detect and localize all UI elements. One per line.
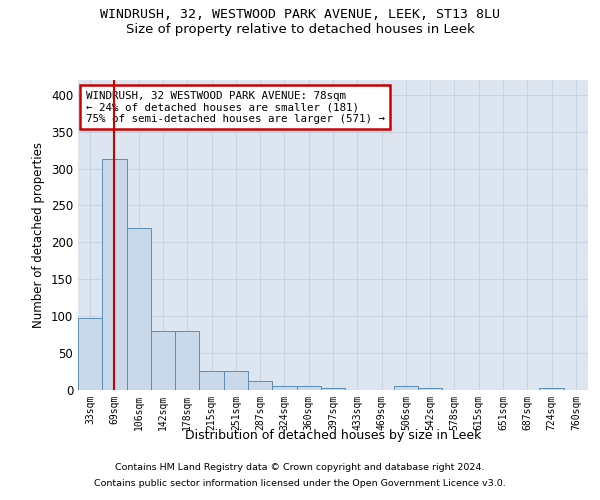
Bar (151, 331, 175, 390)
Y-axis label: Number of detached properties: Number of detached properties (32, 142, 46, 328)
Bar (78, 318, 102, 390)
Bar (175, 331, 199, 390)
Bar (199, 371, 224, 390)
Bar (296, 386, 321, 390)
Bar (418, 388, 442, 390)
Text: Contains public sector information licensed under the Open Government Licence v3: Contains public sector information licen… (94, 478, 506, 488)
Bar (539, 388, 564, 390)
Bar (321, 388, 345, 390)
Text: Distribution of detached houses by size in Leek: Distribution of detached houses by size … (185, 428, 481, 442)
Bar (394, 386, 418, 390)
Bar (127, 228, 151, 390)
Text: Contains HM Land Registry data © Crown copyright and database right 2024.: Contains HM Land Registry data © Crown c… (115, 464, 485, 472)
Bar (248, 381, 272, 390)
Text: Size of property relative to detached houses in Leek: Size of property relative to detached ho… (125, 22, 475, 36)
Bar (224, 371, 248, 390)
Bar (272, 386, 296, 390)
Text: WINDRUSH, 32, WESTWOOD PARK AVENUE, LEEK, ST13 8LU: WINDRUSH, 32, WESTWOOD PARK AVENUE, LEEK… (100, 8, 500, 20)
Bar (102, 159, 127, 390)
Text: WINDRUSH, 32 WESTWOOD PARK AVENUE: 78sqm
← 24% of detached houses are smaller (1: WINDRUSH, 32 WESTWOOD PARK AVENUE: 78sqm… (86, 91, 385, 124)
